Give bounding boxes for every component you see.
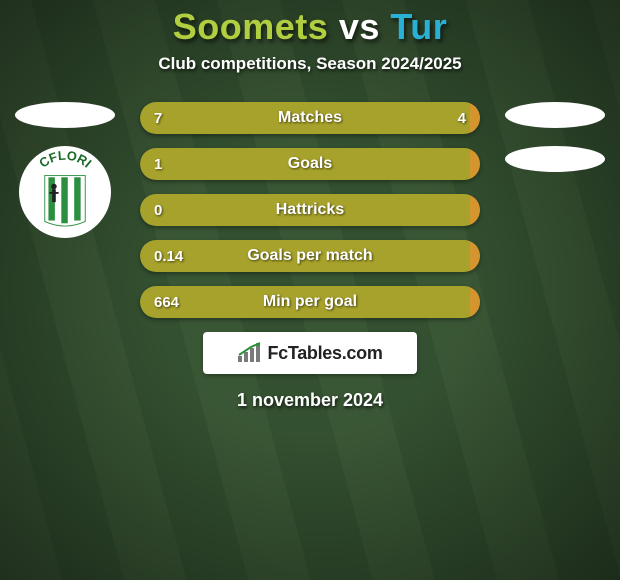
- stat-bar-body: 1Goals: [140, 148, 480, 180]
- player1-silhouette: [15, 102, 115, 128]
- stat-bar-label: Matches: [140, 109, 480, 127]
- right-column: [500, 102, 610, 190]
- date-line: 1 november 2024: [0, 390, 620, 411]
- subtitle: Club competitions, Season 2024/2025: [0, 54, 620, 74]
- stat-bar-body: 0Hattricks: [140, 194, 480, 226]
- title-player1: Soomets: [173, 6, 329, 47]
- stat-bar-body: 664Min per goal: [140, 286, 480, 318]
- comparison-bars: 74Matches 1Goals 0Hattricks 0.14Goals per m…: [140, 102, 480, 318]
- stat-bar-label: Goals per match: [140, 247, 480, 265]
- title-vs: vs: [339, 6, 380, 47]
- stat-bar-body: 0.14Goals per match: [140, 240, 480, 272]
- stat-bar-label: Hattricks: [140, 201, 480, 219]
- club-badge-icon: CFLORI: [19, 146, 111, 238]
- player2-silhouette: [505, 102, 605, 128]
- brand-chart-icon: [237, 342, 263, 364]
- player1-club-badge: CFLORI: [19, 146, 111, 238]
- stat-bar: 0.14Goals per match: [140, 240, 480, 272]
- brand-pill: FcTables.com: [203, 332, 417, 374]
- stat-bar: 1Goals: [140, 148, 480, 180]
- title-player2: Tur: [390, 6, 447, 47]
- brand-text: FcTables.com: [267, 343, 382, 364]
- stat-bar: 0Hattricks: [140, 194, 480, 226]
- left-column: CFLORI: [10, 102, 120, 238]
- stat-bar-label: Min per goal: [140, 293, 480, 311]
- page-title: Soomets vs Tur: [0, 6, 620, 48]
- stat-bar-body: 74Matches: [140, 102, 480, 134]
- stat-bar-label: Goals: [140, 155, 480, 173]
- stat-bar: 74Matches: [140, 102, 480, 134]
- player2-club-ellipse: [505, 146, 605, 172]
- main-layout: CFLORI 74Matches1Goals0Ha: [0, 102, 620, 411]
- content-wrapper: Soomets vs Tur Club competitions, Season…: [0, 0, 620, 411]
- stat-bar: 664Min per goal: [140, 286, 480, 318]
